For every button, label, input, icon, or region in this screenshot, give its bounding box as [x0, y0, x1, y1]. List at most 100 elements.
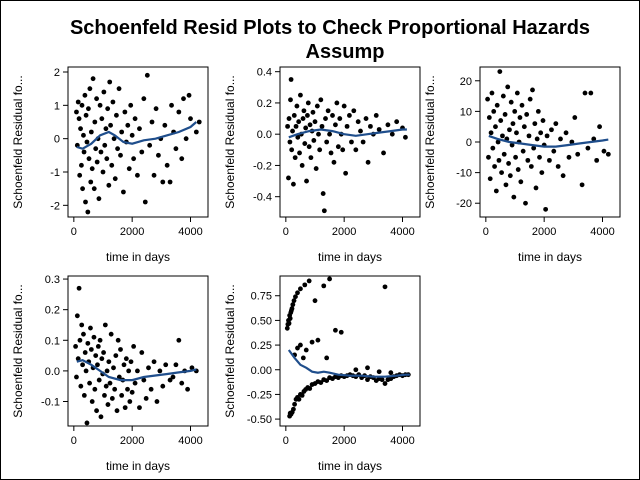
y-tick-label: 20 — [460, 76, 472, 88]
data-point — [303, 347, 309, 353]
y-axis-label: Schoenfeld Residual fo... — [223, 284, 237, 417]
data-point — [538, 130, 544, 136]
data-point — [91, 186, 97, 192]
data-point — [156, 152, 161, 158]
data-point — [306, 144, 312, 150]
data-point — [94, 408, 99, 414]
data-point — [520, 148, 526, 154]
data-point — [83, 112, 89, 118]
data-point — [579, 182, 585, 188]
data-point — [109, 396, 115, 401]
data-point — [353, 147, 359, 153]
x-axis-label: time in days — [318, 250, 382, 264]
data-point — [547, 157, 552, 163]
data-point — [569, 139, 575, 145]
data-point — [92, 119, 98, 125]
data-point — [347, 113, 352, 118]
plot-panel-5: 0.75 0.50 0.25 0.00 -0.25 -0.50 0 2000 4000 time … — [223, 275, 421, 473]
data-point — [492, 164, 497, 169]
data-point — [591, 136, 597, 142]
data-point — [76, 116, 82, 122]
data-point — [365, 159, 371, 165]
data-point — [335, 144, 341, 150]
data-point — [539, 170, 545, 176]
data-point — [385, 122, 391, 128]
data-point — [295, 134, 301, 140]
smooth-line — [76, 359, 197, 382]
data-point — [324, 355, 330, 361]
data-point — [373, 113, 379, 118]
data-point — [515, 167, 521, 172]
data-point — [196, 119, 202, 125]
data-point — [102, 322, 108, 328]
data-point — [193, 129, 199, 135]
data-point — [327, 276, 332, 282]
data-point — [112, 176, 118, 182]
data-point — [355, 119, 361, 125]
data-point — [349, 139, 354, 145]
data-point — [512, 108, 518, 114]
data-point — [122, 405, 128, 411]
data-point — [112, 386, 118, 392]
data-point — [111, 136, 117, 142]
data-point — [167, 179, 173, 185]
data-point — [144, 72, 150, 78]
data-point — [110, 99, 116, 105]
data-point — [114, 112, 119, 118]
y-tick-label: -0.1 — [41, 397, 60, 409]
data-point — [189, 365, 195, 371]
x-tick-label: 4000 — [590, 226, 614, 238]
data-point — [113, 353, 119, 358]
data-point — [601, 148, 607, 154]
data-point — [299, 163, 305, 168]
data-point — [303, 125, 309, 131]
data-point — [80, 362, 85, 368]
x-tick-label: 0 — [283, 435, 289, 447]
y-tick-label: -0.50 — [247, 414, 272, 426]
data-point — [103, 383, 109, 389]
data-point — [299, 393, 305, 398]
data-point — [292, 155, 298, 161]
data-point — [75, 99, 81, 105]
data-point — [94, 96, 99, 102]
data-point — [95, 344, 101, 349]
data-point — [521, 124, 527, 130]
data-point — [96, 377, 102, 383]
data-point — [333, 122, 338, 128]
data-point — [551, 148, 557, 154]
data-point — [287, 139, 293, 145]
data-point — [301, 108, 307, 114]
data-point — [321, 208, 327, 214]
data-point — [105, 402, 111, 407]
data-point — [146, 365, 151, 371]
data-point — [323, 116, 328, 121]
data-point — [530, 87, 535, 93]
x-tick-label: 0 — [283, 226, 289, 238]
y-tick-label: 0.25 — [251, 340, 272, 352]
data-point — [91, 334, 97, 340]
data-point — [93, 353, 99, 358]
data-point — [118, 152, 123, 158]
x-tick-label: 2000 — [120, 226, 144, 238]
data-point — [87, 86, 93, 92]
data-point — [506, 161, 511, 166]
x-tick-label: 0 — [71, 226, 77, 238]
data-point — [340, 147, 346, 153]
data-point — [160, 383, 166, 389]
data-point — [382, 381, 388, 386]
data-point — [162, 122, 168, 128]
data-point — [507, 127, 512, 133]
data-point — [86, 156, 92, 162]
data-point — [94, 159, 100, 165]
data-point — [157, 368, 163, 374]
data-point — [519, 102, 525, 108]
data-point — [321, 283, 327, 289]
data-point — [315, 337, 321, 343]
data-point — [163, 362, 169, 368]
data-point — [107, 79, 113, 85]
data-point — [306, 278, 312, 284]
data-point — [288, 97, 293, 103]
data-point — [518, 179, 524, 185]
x-axis-label: time in days — [106, 459, 170, 473]
data-point — [502, 112, 508, 117]
